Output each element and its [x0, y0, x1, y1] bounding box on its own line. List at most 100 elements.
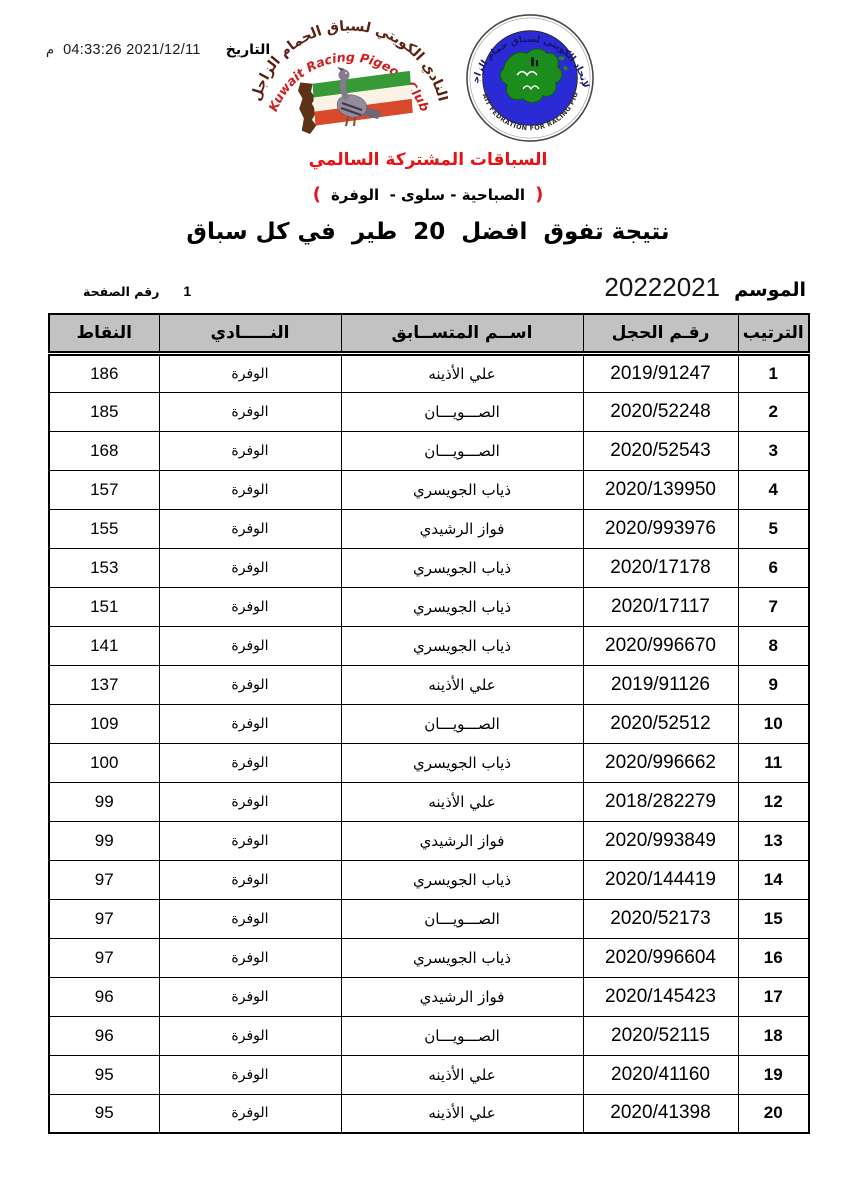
competitor-name-cell: ذياب الجويسري — [340, 547, 584, 588]
competitor-name-cell: ذياب الجويسري — [340, 586, 584, 627]
page-number: رقم الصفحة 1 — [83, 283, 191, 299]
results-table: الترتيب رقـم الحجل اســم المتســابق النـ… — [48, 313, 810, 1134]
club-cell: الوفرة — [158, 469, 342, 510]
table-row: 19 2020/41160 علي الأذينه الوفرة 95 — [48, 1054, 810, 1095]
ring-number-cell: 2020/993976 — [582, 508, 739, 549]
ring-number-cell: 2020/52543 — [582, 430, 739, 471]
col-header-competitor-name: اســم المتســابق — [340, 313, 584, 356]
club-cell: الوفرة — [158, 781, 342, 822]
club-logo: النادي الكويتي لسباق الحمام الزاجل Kuwai… — [252, 18, 448, 135]
ring-number-cell: 2020/52512 — [582, 703, 739, 744]
ring-number-cell: 2020/993849 — [582, 820, 739, 861]
club-cell: الوفرة — [158, 508, 342, 549]
club-cell: الوفرة — [158, 898, 342, 939]
table-row: 18 2020/52115 الصـــويـــان الوفرة 96 — [48, 1015, 810, 1056]
rank-cell: 8 — [737, 625, 810, 666]
points-cell: 96 — [48, 1015, 160, 1056]
competitor-name-cell: الصـــويـــان — [340, 703, 584, 744]
points-cell: 141 — [48, 625, 160, 666]
competitor-name-cell: الصـــويـــان — [340, 898, 584, 939]
club-cell: الوفرة — [158, 352, 342, 393]
competitor-name-cell: ذياب الجويسري — [340, 625, 584, 666]
ring-number-cell: 2020/996662 — [582, 742, 739, 783]
rank-cell: 13 — [737, 820, 810, 861]
club-cell: الوفرة — [158, 391, 342, 432]
col-header-points: النقاط — [48, 313, 160, 356]
competitor-name-cell: ذياب الجويسري — [340, 937, 584, 978]
ring-number-cell: 2020/52173 — [582, 898, 739, 939]
rank-cell: 11 — [737, 742, 810, 783]
dove-icon — [522, 85, 540, 91]
race-locations: ( الصباحية - سلوى - الوفرة ) — [48, 184, 808, 205]
ring-number-cell: 2020/52248 — [582, 391, 739, 432]
table-row: 1 2019/91247 علي الأذينه الوفرة 186 — [48, 352, 810, 393]
pigeon-icon — [336, 67, 382, 127]
table-row: 20 2020/41398 علي الأذينه الوفرة 95 — [48, 1093, 810, 1134]
report-datetime: م 04:33:26 2021/12/11 التاريخ — [46, 42, 270, 58]
kuwait-map-icon — [499, 48, 568, 104]
club-cell: الوفرة — [158, 586, 342, 627]
competitor-name-cell: فواز الرشيدي — [340, 976, 584, 1017]
close-paren: ) — [535, 184, 544, 205]
ring-number-cell: 2019/91126 — [582, 664, 739, 705]
competitor-name-cell: علي الأذينه — [340, 781, 584, 822]
federation-logo: الإتحاد الكويتي لسباق حمام الزاجل KUWAIT… — [464, 12, 594, 142]
ring-number-cell: 2020/145423 — [582, 976, 739, 1017]
table-row: 16 2020/996604 ذياب الجويسري الوفرة 97 — [48, 937, 810, 978]
page-number-label: رقم الصفحة — [83, 284, 160, 299]
club-cell: الوفرة — [158, 742, 342, 783]
points-cell: 99 — [48, 781, 160, 822]
season-value: 20222021 — [604, 272, 721, 302]
competitor-name-cell: ذياب الجويسري — [340, 742, 584, 783]
points-cell: 100 — [48, 742, 160, 783]
col-header-ring-number: رقـم الحجل — [582, 313, 739, 356]
ring-number-cell: 2020/41160 — [582, 1054, 739, 1095]
ring-number-cell: 2020/17117 — [582, 586, 739, 627]
locations-text: الصباحية - سلوى - الوفرة — [330, 186, 526, 204]
points-cell: 95 — [48, 1054, 160, 1095]
ring-number-cell: 2020/996604 — [582, 937, 739, 978]
points-cell: 185 — [48, 391, 160, 432]
table-row: 11 2020/996662 ذياب الجويسري الوفرة 100 — [48, 742, 810, 783]
season: 20222021 الموسم — [604, 272, 806, 303]
club-cell: الوفرة — [158, 976, 342, 1017]
points-cell: 96 — [48, 976, 160, 1017]
rank-cell: 5 — [737, 508, 810, 549]
competitor-name-cell: علي الأذينه — [340, 664, 584, 705]
ring-number-cell: 2019/91247 — [582, 352, 739, 393]
season-label: الموسم — [734, 279, 806, 301]
rank-cell: 3 — [737, 430, 810, 471]
points-cell: 99 — [48, 820, 160, 861]
col-header-rank: الترتيب — [737, 313, 810, 356]
date-label: التاريخ — [225, 42, 271, 58]
rank-cell: 12 — [737, 781, 810, 822]
competitor-name-cell: علي الأذينه — [340, 352, 584, 393]
rank-cell: 17 — [737, 976, 810, 1017]
competitor-name-cell: ذياب الجويسري — [340, 859, 584, 900]
ring-number-cell: 2018/282279 — [582, 781, 739, 822]
table-row: 8 2020/996670 ذياب الجويسري الوفرة 141 — [48, 625, 810, 666]
rank-cell: 20 — [737, 1093, 810, 1134]
page-title: نتيجة تفوق افضل 20 طير في كل سباق — [186, 219, 670, 245]
club-cell: الوفرة — [158, 1054, 342, 1095]
points-cell: 97 — [48, 859, 160, 900]
rank-cell: 10 — [737, 703, 810, 744]
points-cell: 155 — [48, 508, 160, 549]
ring-number-cell: 2020/41398 — [582, 1093, 739, 1134]
club-cell: الوفرة — [158, 703, 342, 744]
rank-cell: 9 — [737, 664, 810, 705]
table-row: 13 2020/993849 فواز الرشيدي الوفرة 99 — [48, 820, 810, 861]
rank-cell: 19 — [737, 1054, 810, 1095]
ring-number-cell: 2020/139950 — [582, 469, 739, 510]
rank-cell: 16 — [737, 937, 810, 978]
ring-number-cell: 2020/17178 — [582, 547, 739, 588]
points-cell: 97 — [48, 937, 160, 978]
competitor-name-cell: الصـــويـــان — [340, 1015, 584, 1056]
ring-number-cell: 2020/144419 — [582, 859, 739, 900]
table-row: 12 2018/282279 علي الأذينه الوفرة 99 — [48, 781, 810, 822]
rank-cell: 1 — [737, 352, 810, 393]
points-cell: 151 — [48, 586, 160, 627]
rank-cell: 2 — [737, 391, 810, 432]
series-title: السباقات المشتركة السالمي — [308, 150, 548, 170]
table-row: 2 2020/52248 الصـــويـــان الوفرة 185 — [48, 391, 810, 432]
